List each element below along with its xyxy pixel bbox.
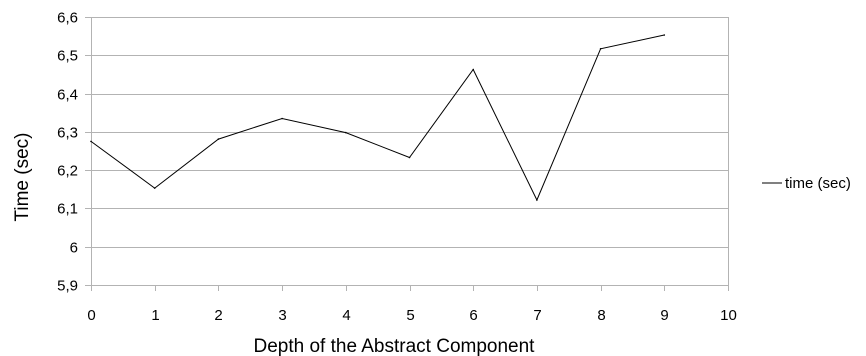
series-line: [90, 34, 665, 202]
x-tick-label: 4: [342, 307, 350, 324]
axes: [85, 17, 729, 291]
tick-labels: 5,9 6 6,1 6,2 6,3 6,4 6,5 6,6 0 1 2 3 4 5 6 7 8 9 10: [57, 10, 737, 325]
gridlines: [91, 17, 728, 286]
legend-label: time (sec): [785, 175, 851, 192]
data-point: [408, 156, 411, 159]
x-tick-label: 5: [406, 307, 414, 324]
y-tick-label: 6,5: [57, 48, 78, 65]
x-axis-title: Depth of the Abstract Component: [254, 336, 536, 356]
x-tick-label: 2: [214, 307, 222, 324]
data-point: [217, 138, 220, 140]
x-tick-label: 9: [660, 307, 668, 324]
y-tick-label: 6,1: [57, 201, 78, 218]
x-tick-label: 8: [597, 307, 605, 324]
data-point: [536, 199, 538, 201]
x-tick-label: 10: [720, 307, 737, 324]
data-point: [345, 131, 347, 134]
series-layer: [90, 34, 666, 202]
y-tick-label: 6,3: [57, 125, 78, 142]
legend: time (sec): [762, 175, 851, 192]
y-tick-label: 6,4: [57, 87, 78, 104]
y-tick-label: 6,6: [57, 10, 78, 27]
data-point: [153, 187, 156, 189]
y-axis-title: Time (sec): [12, 132, 33, 221]
x-tick-label: 6: [469, 307, 477, 324]
data-point: [663, 34, 666, 36]
x-tick-label: 0: [87, 307, 95, 324]
data-point: [281, 117, 283, 120]
plot-frame: [91, 17, 729, 286]
x-tick-label: 1: [151, 307, 159, 324]
y-tick-label: 6: [70, 240, 78, 257]
data-point: [599, 48, 602, 50]
y-tick-label: 6,2: [57, 163, 78, 180]
x-tick-label: 3: [278, 307, 286, 324]
x-tick-label: 7: [533, 307, 541, 324]
data-point: [472, 68, 475, 71]
data-point: [90, 140, 92, 143]
y-tick-label: 5,9: [57, 278, 78, 295]
